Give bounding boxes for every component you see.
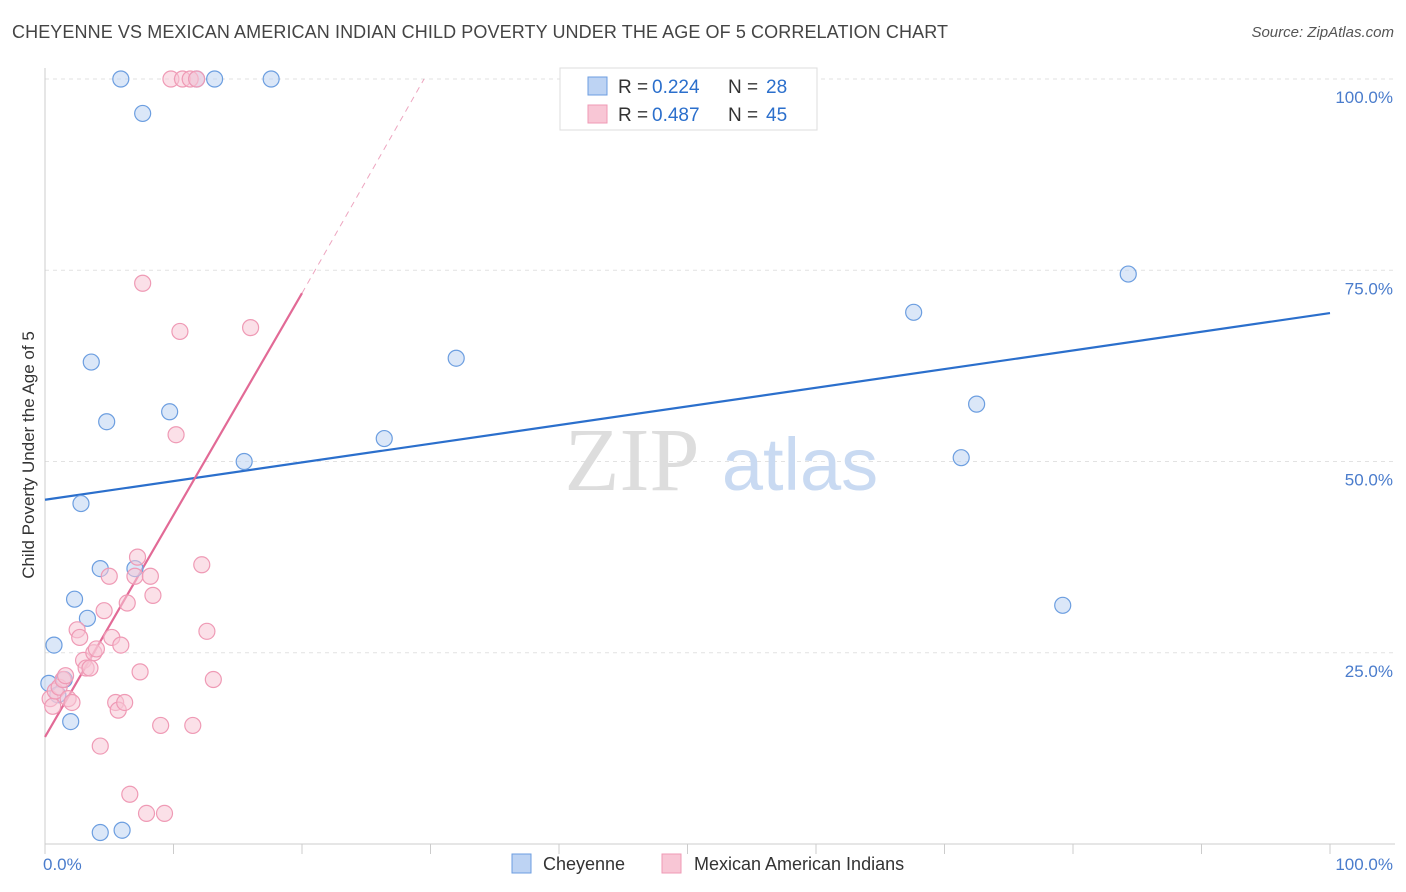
x-tick-label: 0.0% (43, 855, 82, 874)
mexican-american-indians-point (71, 628, 89, 647)
stats-legend-swatch (587, 104, 608, 124)
stats-legend: R = 0.224 N = 28 R = 0.487 N = 45 (559, 67, 818, 131)
mexican-american-indians-point (134, 274, 152, 292)
stats-legend-n-value: 28 (766, 77, 787, 98)
mexican-american-indians-point (44, 697, 62, 715)
mexican-american-indians-point (56, 667, 75, 685)
y-tick-label: 75.0% (1345, 279, 1393, 298)
mexican-american-indians-point (171, 322, 189, 341)
cheyenne-point (1119, 265, 1137, 283)
data-points (40, 70, 1137, 842)
stats-legend-n-label: N = (728, 105, 758, 126)
mexican-american-indians-point (118, 594, 136, 612)
y-tick-label: 50.0% (1345, 471, 1393, 490)
chart-title: CHEYENNE VS MEXICAN AMERICAN INDIAN CHIL… (12, 22, 949, 42)
mexican-american-indians-point (155, 804, 174, 823)
cheyenne-point (262, 70, 280, 88)
mexican-american-indians-point (198, 622, 216, 640)
cheyenne-point (72, 494, 90, 513)
cheyenne-point (62, 712, 80, 731)
y-tick-label: 100.0% (1335, 88, 1393, 107)
watermark-atlas: atlas (722, 423, 878, 506)
watermark-zip: ZIP (565, 411, 700, 510)
mexican-american-indians-point (204, 670, 222, 689)
series-legend-swatch (511, 853, 532, 874)
cheyenne-point (375, 429, 393, 448)
axes (44, 68, 1395, 854)
stats-legend-swatch (587, 76, 608, 96)
mexican-american-indians-point (91, 737, 109, 755)
cheyenne-point (113, 821, 131, 839)
x-tick-label: 100.0% (1335, 855, 1393, 874)
mexican-american-indians-point (95, 602, 113, 620)
cheyenne-point (82, 353, 100, 371)
mexican-american-indians-point (193, 556, 211, 574)
mexican-american-indians-point (87, 640, 106, 658)
mexican-american-indians-point (131, 663, 149, 681)
mexican-american-indians-point (128, 548, 147, 566)
cheyenne-point (447, 349, 465, 367)
watermark: ZIP atlas (565, 411, 879, 510)
mexican-american-indians-point (188, 70, 206, 88)
mexican-american-indians-point (116, 693, 134, 712)
grid-lines (45, 78, 1395, 654)
cheyenne-point (91, 823, 109, 842)
y-tick-label: 25.0% (1345, 662, 1393, 681)
trend-line-extension (301, 78, 425, 294)
mexican-american-indians-point (242, 319, 260, 337)
series-legend-label: Cheyenne (543, 854, 625, 874)
y-axis-label: Child Poverty Under the Age of 5 (19, 331, 38, 579)
stats-legend-r-value: 0.487 (652, 105, 700, 126)
cheyenne-point (206, 70, 224, 88)
stats-legend-r-label: R = (618, 77, 648, 98)
stats-legend-r-label: R = (618, 105, 648, 126)
mexican-american-indians-point (137, 804, 156, 823)
cheyenne-point (905, 303, 923, 321)
series-legend-swatch (661, 853, 682, 874)
trend-line-cheyenne (44, 312, 1331, 501)
mexican-american-indians-point (184, 716, 202, 735)
tick-labels: 25.0% 50.0% 75.0% 100.0% 0.0% 100.0% (43, 88, 1393, 874)
cheyenne-point (112, 70, 130, 88)
stats-legend-n-label: N = (728, 77, 758, 98)
cheyenne-point (161, 403, 179, 421)
cheyenne-point (78, 609, 97, 627)
trend-lines (44, 78, 1331, 738)
cheyenne-point (952, 449, 970, 467)
mexican-american-indians-point (121, 785, 139, 803)
cheyenne-point (968, 395, 986, 413)
mexican-american-indians-point (100, 567, 118, 585)
series-legend: Cheyenne Mexican American Indians (511, 853, 904, 874)
mexican-american-indians-point (141, 567, 159, 585)
mexican-american-indians-point (144, 586, 162, 604)
cheyenne-point (45, 636, 63, 654)
series-legend-label: Mexican American Indians (694, 854, 904, 874)
cheyenne-point (65, 590, 84, 608)
stats-legend-n-value: 45 (766, 105, 787, 126)
source-label: Source: ZipAtlas.com (1251, 24, 1394, 41)
cheyenne-point (235, 452, 253, 471)
cheyenne-point (1054, 596, 1072, 614)
mexican-american-indians-point (63, 693, 81, 712)
mexican-american-indians-point (152, 716, 170, 735)
cheyenne-point (134, 104, 152, 123)
mexican-american-indians-point (126, 567, 144, 585)
mexican-american-indians-point (112, 636, 130, 654)
cheyenne-point (98, 413, 116, 431)
mexican-american-indians-point (167, 426, 185, 444)
mexican-american-indians-point (81, 659, 99, 677)
stats-legend-r-value: 0.224 (652, 77, 700, 98)
